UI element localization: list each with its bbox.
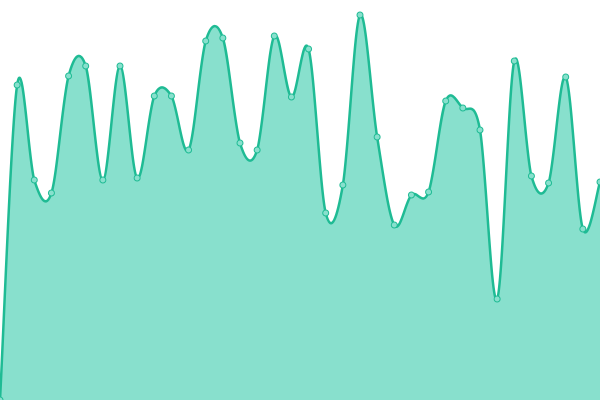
point [373,133,381,141]
point [442,97,450,105]
point [133,174,141,182]
point [596,178,600,186]
point [185,146,193,154]
point [0,396,4,400]
point [219,34,227,42]
point [30,176,38,184]
point [545,179,553,187]
point [322,209,330,217]
point [562,73,570,81]
point [390,221,398,229]
area-line [0,13,600,400]
point [476,126,484,134]
point [527,172,535,180]
point [425,188,433,196]
point [339,181,347,189]
point [150,92,158,100]
point [236,139,244,147]
point [116,62,124,70]
area-fill [0,14,600,400]
point [202,37,210,45]
point [270,32,278,40]
point [459,104,467,112]
point [13,81,21,89]
point [82,62,90,70]
point [407,191,415,199]
point [493,295,501,303]
point [305,45,313,53]
point [253,146,261,154]
point [579,225,587,233]
point [167,92,175,100]
point [65,72,73,80]
point [510,57,518,65]
point [47,189,55,197]
point [287,93,295,101]
point [356,11,364,19]
point [99,176,107,184]
